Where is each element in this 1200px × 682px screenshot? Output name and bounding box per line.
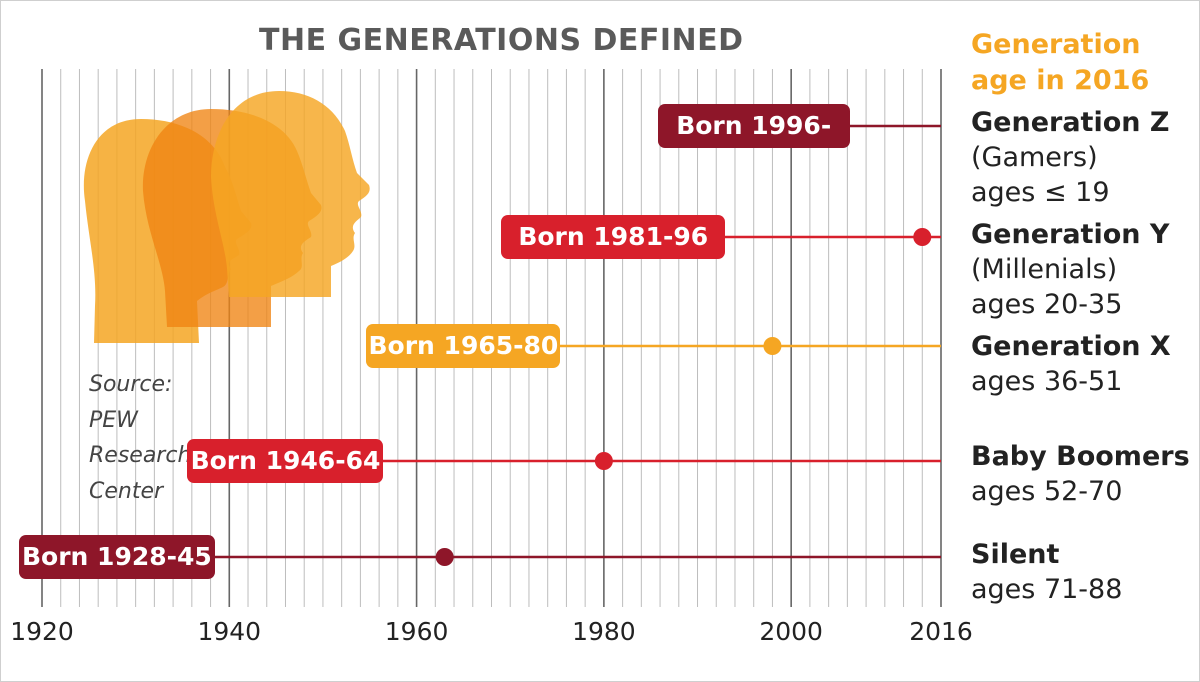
- timeline-point: [594, 452, 613, 470]
- head-silhouette-front: [211, 91, 370, 297]
- born-range-label: Born 1965-80: [366, 324, 561, 368]
- generation-name: Silent: [971, 539, 1060, 570]
- timelines: [116, 124, 941, 566]
- born-range-label: Born 1996-: [657, 104, 850, 148]
- source-line: PEW: [89, 407, 138, 433]
- generation-detail: ages 20-35: [971, 289, 1123, 320]
- x-tick-label: 1940: [197, 617, 262, 646]
- generation-y-info: Generation Y (Millenials) ages 20-35: [971, 217, 1169, 322]
- source-note: Source: PEW Research Center: [89, 367, 191, 509]
- generation-detail: (Gamers): [971, 142, 1098, 173]
- generation-detail: ages 36-51: [971, 366, 1123, 397]
- born-range-label: Born 1946-64: [187, 439, 384, 483]
- legend-title-line-1: Generation: [971, 29, 1141, 60]
- x-tick-label: 1980: [572, 617, 636, 646]
- generation-detail: ages 71-88: [971, 574, 1123, 605]
- x-tick-label: 2016: [909, 617, 973, 646]
- legend-title-line-2: age in 2016: [971, 65, 1150, 96]
- born-range-label: Born 1981-96: [501, 215, 726, 259]
- timeline-point: [763, 337, 782, 355]
- source-line: Source:: [89, 372, 173, 397]
- heads-illustration: [83, 91, 370, 343]
- silent-info: Silent ages 71-88: [971, 537, 1122, 607]
- born-range-label: Born 1928-45: [18, 535, 215, 579]
- generation-detail: ages 52-70: [971, 476, 1123, 507]
- generation-detail: ages ≤ 19: [971, 177, 1110, 208]
- source-line: Center: [89, 478, 164, 504]
- x-tick-label: 1960: [384, 617, 449, 646]
- legend-title: Generation age in 2016: [971, 27, 1149, 99]
- generation-name: Generation Z: [971, 107, 1170, 138]
- x-tick-label: 2000: [759, 617, 823, 646]
- baby-boomers-info: Baby Boomers ages 52-70: [971, 439, 1190, 509]
- generation-detail: (Millenials): [971, 254, 1118, 285]
- source-line: Research: [89, 443, 192, 468]
- generation-z-info: Generation Z (Gamers) ages ≤ 19: [971, 105, 1169, 210]
- generation-name: Generation Y: [971, 219, 1170, 250]
- generation-name: Generation X: [971, 331, 1171, 362]
- timeline-point: [435, 548, 454, 566]
- generation-name: Baby Boomers: [971, 441, 1190, 472]
- chart-title: THE GENERATIONS DEFINED: [259, 23, 744, 58]
- generation-x-info: Generation X ages 36-51: [971, 329, 1171, 399]
- timeline-point: [913, 228, 932, 246]
- x-tick-label: 1920: [10, 617, 74, 646]
